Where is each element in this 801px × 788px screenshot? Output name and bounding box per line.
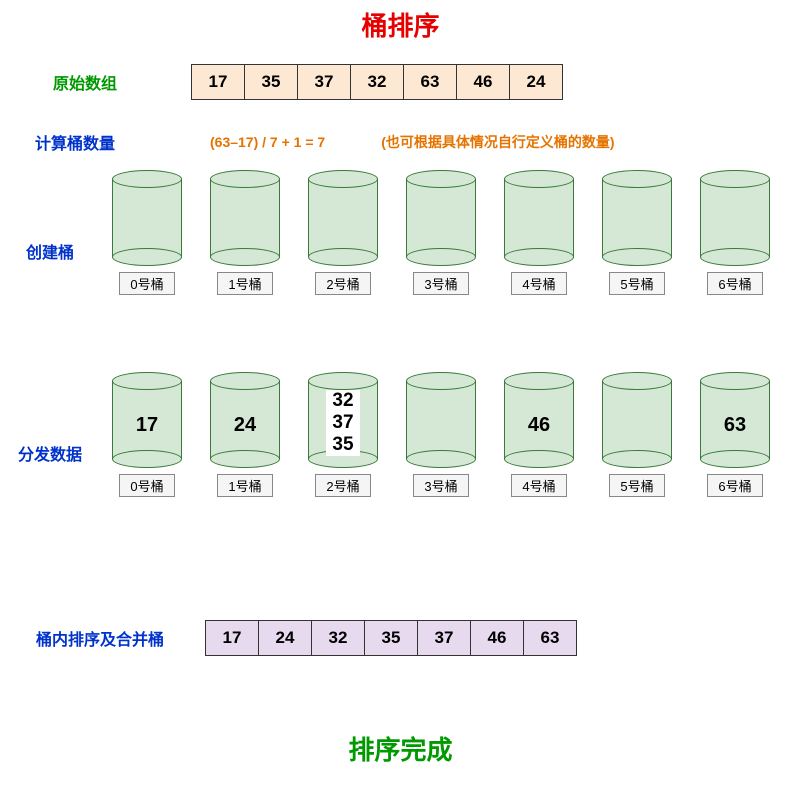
array-cell: 46: [456, 64, 510, 100]
calc-note: (也可根据具体情况自行定义桶的数量): [381, 132, 614, 152]
bucket: 5号桶: [602, 372, 672, 497]
array-cell: 37: [297, 64, 351, 100]
bucket-values: 17: [112, 414, 182, 437]
bucket-label: 1号桶: [217, 272, 272, 295]
bucket: 3号桶: [406, 372, 476, 497]
array-cell: 37: [417, 620, 471, 656]
bucket: 17 0号桶: [112, 372, 182, 497]
array-cell: 63: [523, 620, 577, 656]
bucket: 24 1号桶: [210, 372, 280, 497]
bucket: 3号桶: [406, 170, 476, 295]
array-cell: 35: [244, 64, 298, 100]
bucket-label: 6号桶: [707, 272, 762, 295]
original-array: 17353732634624: [192, 64, 563, 100]
bucket-label: 0号桶: [119, 272, 174, 295]
bucket: 0号桶: [112, 170, 182, 295]
array-cell: 17: [191, 64, 245, 100]
bucket-label: 2号桶: [315, 272, 370, 295]
array-cell: 63: [403, 64, 457, 100]
array-cell: 35: [364, 620, 418, 656]
array-cell: 24: [258, 620, 312, 656]
bucket: 2号桶: [308, 170, 378, 295]
bucket: 1号桶: [210, 170, 280, 295]
done-label: 排序完成: [0, 730, 801, 767]
merge-label: 桶内排序及合并桶: [0, 626, 200, 650]
bucket: 4号桶: [504, 170, 574, 295]
bucket-label: 0号桶: [119, 474, 174, 497]
bucket-label: 5号桶: [609, 474, 664, 497]
bucket-label: 2号桶: [315, 474, 370, 497]
bucket-label: 4号桶: [511, 272, 566, 295]
bucket-label: 1号桶: [217, 474, 272, 497]
bucket: 5号桶: [602, 170, 672, 295]
bucket-values: 24: [210, 414, 280, 437]
bucket-label: 3号桶: [413, 272, 468, 295]
array-cell: 32: [350, 64, 404, 100]
array-cell: 17: [205, 620, 259, 656]
bucket-label: 4号桶: [511, 474, 566, 497]
bucket: 63 6号桶: [700, 372, 770, 497]
bucket-values: 63: [700, 414, 770, 437]
bucket: 46 4号桶: [504, 372, 574, 497]
bucket-values: 46: [504, 414, 574, 437]
array-cell: 24: [509, 64, 563, 100]
original-label: 原始数组: [0, 70, 170, 94]
array-cell: 46: [470, 620, 524, 656]
merge-array: 17243235374663: [206, 620, 577, 656]
calc-formula: (63–17) / 7 + 1 = 7: [210, 134, 325, 150]
create-label: 创建桶: [0, 239, 100, 263]
distribute-buckets: 17 0号桶 24 1号桶 323735 2号桶 3号桶 46 4号桶 5号桶 63 6号桶: [112, 372, 770, 497]
bucket-label: 3号桶: [413, 474, 468, 497]
bucket-label: 6号桶: [707, 474, 762, 497]
title: 桶排序: [0, 0, 801, 43]
distribute-label: 分发数据: [0, 441, 100, 465]
bucket-label: 5号桶: [609, 272, 664, 295]
bucket-values: 323735: [308, 390, 378, 456]
bucket: 323735 2号桶: [308, 372, 378, 497]
calc-label: 计算桶数量: [0, 130, 150, 154]
array-cell: 32: [311, 620, 365, 656]
create-buckets: 0号桶 1号桶 2号桶 3号桶 4号桶 5号桶 6号桶: [112, 170, 770, 295]
bucket: 6号桶: [700, 170, 770, 295]
